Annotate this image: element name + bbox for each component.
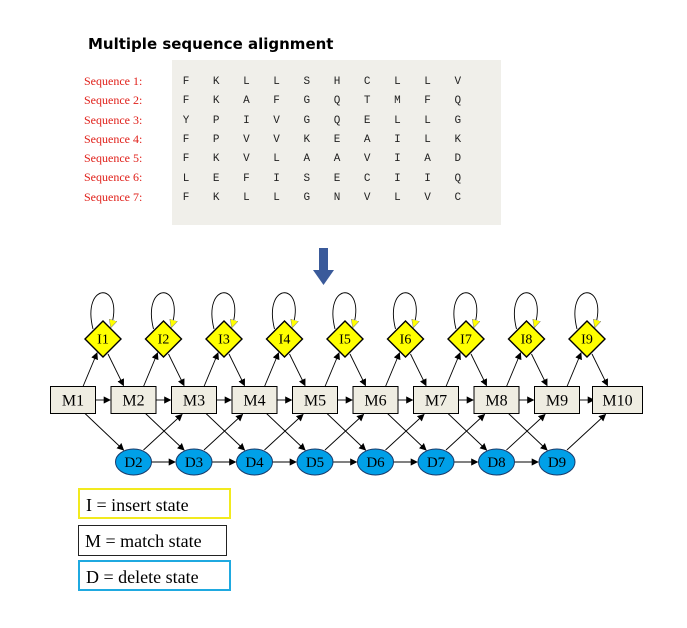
match-state-label: M1 (62, 393, 84, 410)
edge-insert-match (229, 354, 245, 386)
match-state-label: M8 (485, 393, 507, 410)
edge-match-insert (507, 353, 521, 387)
edge-insert-match (108, 354, 124, 386)
insert-state-label: I8 (521, 333, 533, 348)
match-state-label: M6 (364, 393, 386, 410)
edge-insert-match (411, 354, 427, 386)
edge-insert-match (350, 354, 366, 386)
match-state-label: M2 (122, 393, 144, 410)
delete-state-label: D5 (306, 455, 324, 471)
delete-state-label: D9 (548, 455, 566, 471)
match-state-label: M10 (602, 393, 632, 410)
delete-state-label: D8 (487, 455, 505, 471)
edge-match-insert (83, 353, 97, 387)
legend-insert: I = insert state (78, 488, 231, 519)
delete-state-label: D4 (245, 455, 264, 471)
insert-state-label: I6 (400, 333, 412, 348)
insert-state-label: I2 (158, 333, 170, 348)
edge-match-insert (325, 353, 339, 387)
delete-state-label: D3 (185, 455, 203, 471)
edge-match-delete (146, 414, 185, 451)
insert-state-label: I4 (279, 333, 291, 348)
insert-state-label: I1 (97, 333, 109, 348)
insert-state-label: I3 (218, 333, 230, 348)
edge-match-insert (204, 353, 218, 387)
edge-insert-match (532, 354, 548, 386)
insert-state-label: I5 (339, 333, 351, 348)
edge-match-insert (144, 353, 158, 387)
edge-delete-match (446, 415, 485, 451)
edge-match-insert (386, 353, 400, 387)
edge-insert-match (471, 354, 487, 386)
edge-match-delete (509, 414, 548, 451)
insert-state-label: I9 (581, 333, 593, 348)
match-state-label: M7 (425, 393, 447, 410)
edge-match-delete (448, 414, 487, 451)
edge-delete-match (265, 415, 304, 451)
edge-delete-match (386, 415, 425, 451)
legend-delete-label: D = delete state (86, 567, 199, 587)
edge-match-insert (265, 353, 279, 387)
legend-delete: D = delete state (78, 560, 231, 591)
delete-state-label: D7 (427, 455, 446, 471)
legend-match-label: M = match state (85, 531, 202, 551)
edge-match-delete (388, 414, 427, 451)
edge-match-insert (567, 353, 581, 387)
down-arrow-icon (313, 248, 334, 285)
edge-insert-match (592, 354, 608, 386)
match-state-label: M9 (546, 393, 568, 410)
match-state-label: M3 (183, 393, 205, 410)
delete-state-label: D6 (366, 455, 385, 471)
edge-insert-match (169, 354, 185, 386)
edge-delete-match (204, 415, 243, 451)
edge-delete-match (567, 415, 606, 451)
edge-delete-match (144, 415, 183, 451)
edge-match-delete (206, 414, 245, 451)
edge-match-delete (267, 414, 306, 451)
edge-insert-match (290, 354, 306, 386)
edge-delete-match (325, 415, 364, 451)
match-state-label: M4 (243, 393, 265, 410)
edge-match-delete (327, 414, 366, 451)
delete-state-label: D2 (124, 455, 142, 471)
insert-state-label: I7 (460, 333, 472, 348)
edge-match-insert (446, 353, 460, 387)
edge-match-delete (85, 414, 124, 451)
legend-match: M = match state (78, 525, 227, 556)
legend-insert-label: I = insert state (86, 495, 189, 515)
match-state-label: M5 (304, 393, 326, 410)
edge-delete-match (507, 415, 546, 451)
